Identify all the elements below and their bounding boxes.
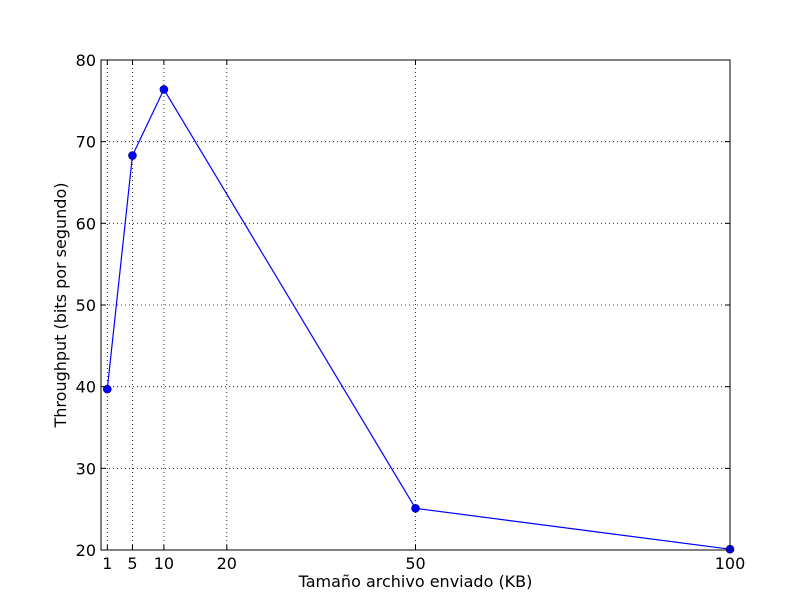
y-tick-label: 30 [76, 459, 96, 478]
x-tick-labels: 1 5 10 20 50 100 [102, 554, 745, 573]
x-tick-label: 100 [715, 554, 746, 573]
x-tick-label: 5 [127, 554, 137, 573]
y-tick-label: 50 [76, 296, 96, 315]
data-point [411, 504, 420, 513]
x-tick-label: 10 [154, 554, 174, 573]
data-point [128, 151, 137, 160]
y-tick-label: 40 [76, 378, 96, 397]
y-tick-label: 60 [76, 214, 96, 233]
x-tick-label: 20 [217, 554, 237, 573]
tick-marks [101, 59, 731, 551]
series-line [106, 88, 731, 550]
y-axis-label: Throughput (bits por segundo) [51, 183, 70, 429]
y-tick-label: 70 [76, 133, 96, 152]
grid-lines [101, 59, 731, 551]
y-tick-labels: 20 30 40 50 60 70 80 [76, 51, 96, 560]
y-tick-label: 80 [76, 51, 96, 70]
x-tick-label: 1 [102, 554, 112, 573]
data-point [159, 85, 169, 94]
series-layer [102, 85, 735, 554]
x-axis-label: Tamaño archivo enviado (KB) [298, 572, 533, 591]
x-tick-label: 50 [405, 554, 425, 573]
y-tick-label: 20 [76, 541, 96, 560]
